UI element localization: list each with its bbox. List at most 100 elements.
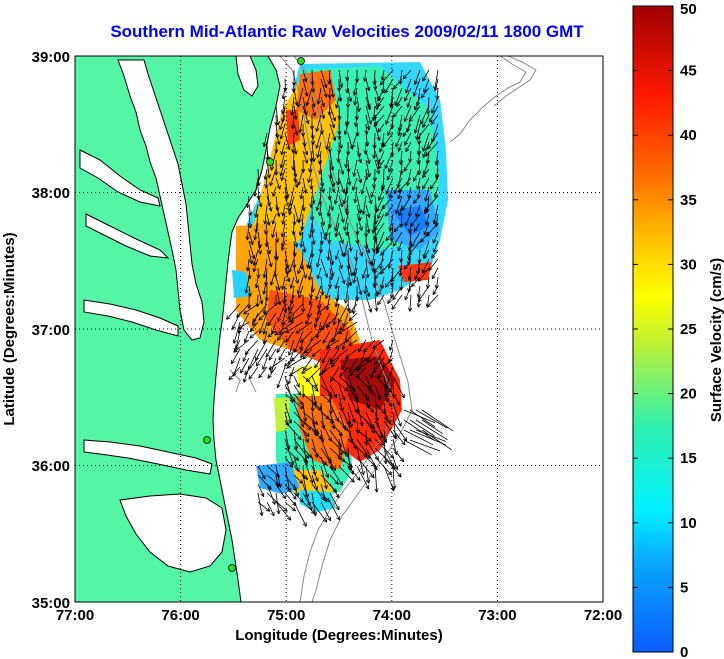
velocity-arrow-head	[311, 200, 315, 205]
velocity-arrow	[310, 330, 322, 342]
velocity-arrow	[345, 177, 349, 195]
velocity-arrow	[329, 492, 340, 511]
velocity-arrow-head	[355, 240, 358, 244]
velocity-arrow-head	[406, 103, 408, 108]
velocity-arrow-head	[352, 271, 355, 276]
velocity-arrow-head	[401, 207, 406, 211]
velocity-arrow-head	[395, 210, 400, 214]
velocity-arrow	[329, 402, 339, 422]
velocity-arrow-head	[377, 130, 382, 133]
velocity-arrow	[263, 276, 268, 295]
velocity-arrow	[338, 132, 342, 149]
velocity-arrow-head	[315, 263, 318, 268]
velocity-arrow-head	[288, 202, 290, 207]
velocity-arrow	[284, 384, 296, 402]
velocity-arrow-head	[349, 371, 352, 376]
velocity-arrow	[374, 348, 385, 366]
velocity-arrow	[398, 123, 403, 136]
velocity-arrow-head	[252, 240, 254, 245]
velocity-arrow	[426, 222, 439, 237]
velocity-arrow	[266, 249, 272, 268]
velocity-arrow-head	[294, 445, 297, 450]
velocity-arrow	[365, 96, 371, 111]
velocity-arrow	[373, 114, 385, 127]
velocity-arrow-head	[314, 454, 318, 458]
velocity-arrow-head	[385, 191, 390, 195]
velocity-arrow-head	[226, 315, 228, 320]
velocity-arrow-head	[326, 256, 329, 261]
velocity-arrow-head	[434, 194, 438, 198]
map-title: Southern Mid-Atlantic Raw Velocities 200…	[110, 22, 584, 41]
velocity-arrow-head	[310, 336, 313, 341]
velocity-arrow	[316, 195, 322, 211]
velocity-arrow-head	[361, 252, 364, 257]
velocity-arrow	[329, 483, 340, 499]
velocity-arrow-head	[325, 417, 330, 420]
velocity-arrow-head	[280, 483, 282, 488]
velocity-arrow-head	[316, 486, 318, 491]
velocity-arrow	[409, 150, 412, 163]
velocity-arrow	[394, 87, 403, 106]
velocity-arrow-head	[417, 186, 421, 190]
velocity-arrow	[329, 411, 335, 430]
velocity-arrow-head	[416, 303, 419, 308]
velocity-arrow-head	[345, 357, 350, 360]
velocity-arrow-head	[428, 266, 431, 271]
velocity-arrow-head	[255, 284, 259, 289]
velocity-arrow	[404, 213, 412, 227]
velocity-arrow-head	[326, 484, 328, 489]
velocity-arrow-head	[250, 224, 253, 229]
velocity-arrow-head	[267, 333, 271, 337]
velocity-arrow	[356, 141, 361, 158]
velocity-arrow-head	[349, 311, 354, 314]
velocity-arrow	[392, 456, 398, 470]
velocity-arrow-head	[297, 270, 299, 275]
velocity-arrow-head	[316, 263, 321, 268]
velocity-arrow-head	[312, 471, 316, 476]
velocity-arrow-head	[259, 300, 263, 305]
velocity-arrow-head	[325, 295, 329, 299]
velocity-arrow	[383, 438, 387, 464]
velocity-arrow	[392, 105, 403, 118]
velocity-arrow-head	[432, 220, 435, 225]
velocity-arrow	[329, 123, 336, 141]
velocity-arrow-head	[365, 404, 369, 409]
velocity-arrow-head	[388, 404, 393, 408]
velocity-arrow-head	[281, 95, 284, 100]
velocity-arrow-head	[277, 238, 280, 243]
velocity-arrow	[293, 231, 298, 248]
velocity-arrow-head	[289, 202, 293, 207]
velocity-arrow-head	[338, 265, 343, 270]
velocity-arrow-head	[244, 339, 248, 343]
velocity-arrow	[257, 267, 259, 279]
velocity-arrow-head	[366, 160, 370, 165]
velocity-arrow	[320, 429, 324, 443]
velocity-arrow-head	[370, 308, 373, 313]
velocity-arrow	[338, 429, 347, 456]
velocity-arrow	[431, 267, 439, 280]
x-axis-ticks: 77:00 76:00 75:00 74:00 73:00 72:00	[56, 607, 622, 624]
velocity-arrow-head	[387, 359, 390, 364]
velocity-arrow	[383, 465, 395, 492]
velocity-arrow-head	[314, 363, 316, 368]
velocity-arrow-head	[391, 402, 393, 407]
velocity-arrow	[356, 240, 363, 257]
velocity-arrow-head	[272, 193, 276, 197]
velocity-arrow-head	[343, 218, 345, 223]
velocity-arrow	[405, 141, 412, 152]
velocity-arrow-head	[333, 124, 336, 129]
velocity-arrow	[423, 78, 430, 93]
velocity-arrow	[329, 438, 350, 458]
velocity-arrow-head	[385, 438, 388, 443]
velocity-arrow-head	[331, 275, 334, 281]
velocity-arrow-head	[398, 247, 402, 252]
velocity-arrow	[316, 321, 322, 339]
velocity-arrow	[246, 222, 250, 241]
velocity-arrow-head	[392, 295, 394, 300]
velocity-arrow-head	[345, 340, 350, 343]
velocity-arrow-head	[372, 370, 377, 373]
velocity-arrow-head	[226, 317, 231, 320]
velocity-arrow	[385, 231, 394, 241]
velocity-arrow-head	[280, 164, 284, 169]
velocity-arrow	[387, 123, 394, 136]
